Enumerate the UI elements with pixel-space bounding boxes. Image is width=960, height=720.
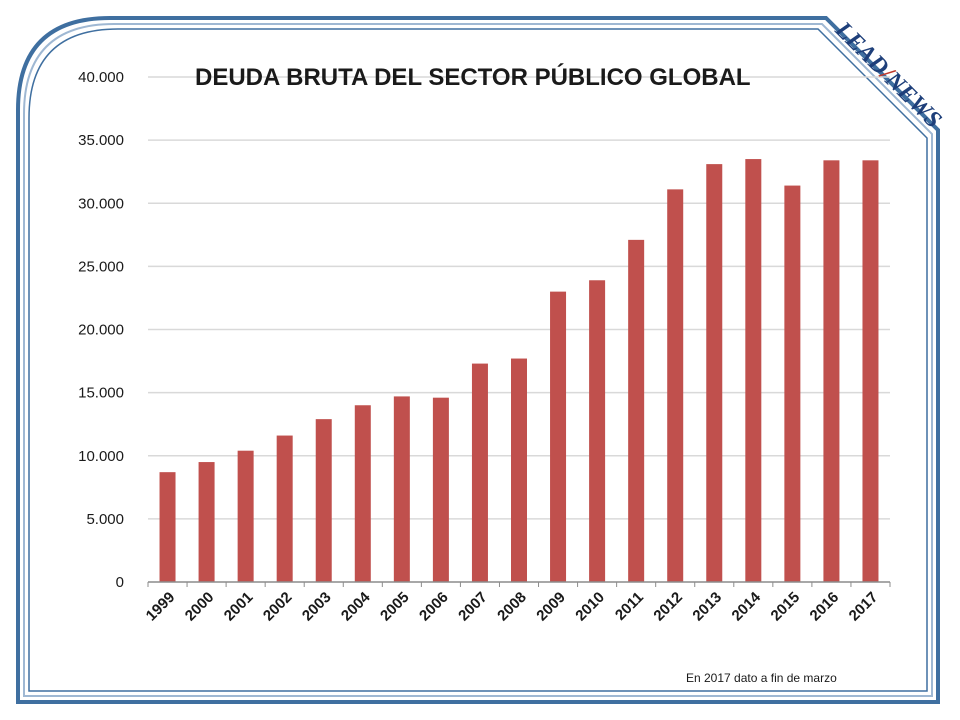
x-tick-label: 2005 <box>377 589 413 625</box>
x-tick-label: 2014 <box>729 588 765 624</box>
bar-2017 <box>862 160 879 582</box>
x-tick-label: 2002 <box>260 589 296 625</box>
bar-2016 <box>823 160 840 582</box>
x-tick-label: 2003 <box>299 589 335 625</box>
bar-2004 <box>354 405 371 582</box>
y-tick-label: 5.000 <box>86 511 124 528</box>
x-tick-label: 2001 <box>221 589 257 625</box>
bar-1999 <box>159 472 176 582</box>
y-tick-label: 30.000 <box>78 195 124 212</box>
x-tick-label: 2016 <box>807 589 843 625</box>
bar-2001 <box>237 450 254 582</box>
y-tick-label: 40.000 <box>78 69 124 86</box>
bar-2005 <box>393 396 410 582</box>
x-tick-label: 2010 <box>572 589 608 625</box>
bar-2002 <box>276 435 293 582</box>
bar-2012 <box>667 189 684 583</box>
y-tick-label: 15.000 <box>78 385 124 402</box>
bar-2003 <box>315 419 332 582</box>
x-tick-label: 2008 <box>494 589 530 625</box>
x-tick-labels: 1999 2000 2001 2002 2003 2004 2005 2006 2007 2008… <box>143 588 882 624</box>
x-tick-label: 2000 <box>182 589 218 625</box>
y-tick-label: 0 <box>116 574 124 591</box>
x-tick-label: 2009 <box>533 589 569 625</box>
x-tick-label: 2012 <box>650 589 686 625</box>
bar-2009 <box>550 291 567 582</box>
bar-2006 <box>432 397 449 582</box>
x-tick-label: 1999 <box>143 589 179 625</box>
axes <box>147 581 891 587</box>
bars <box>159 159 879 583</box>
x-tick-label: 2011 <box>612 589 647 624</box>
x-tick-label: 2013 <box>689 589 725 625</box>
footnote: En 2017 dato a fin de marzo <box>686 671 837 685</box>
bar-2000 <box>198 462 215 582</box>
bar-2008 <box>511 358 527 582</box>
bar-2010 <box>589 280 606 582</box>
x-tick-label: 2017 <box>846 589 882 625</box>
bar-2013 <box>706 164 723 583</box>
bar-2015 <box>784 185 801 582</box>
y-tick-label: 25.000 <box>78 258 124 275</box>
x-tick-label: 2015 <box>768 589 804 625</box>
x-tick-label: 2004 <box>338 588 374 624</box>
x-tick-label: 2007 <box>455 589 491 625</box>
bar-2011 <box>628 239 645 583</box>
chart-title: DEUDA BRUTA DEL SECTOR PÚBLICO GLOBAL <box>195 64 751 91</box>
bar-2007 <box>471 363 488 582</box>
x-tick-label: 2006 <box>416 589 452 625</box>
bar-2014 <box>745 159 762 582</box>
y-tick-label: 10.000 <box>78 448 124 465</box>
y-tick-label: 20.000 <box>78 322 124 339</box>
y-tick-labels: 0 5.000 10.000 15.000 20.000 25.000 30.000 35.0… <box>78 69 124 591</box>
y-tick-label: 35.000 <box>78 132 124 149</box>
